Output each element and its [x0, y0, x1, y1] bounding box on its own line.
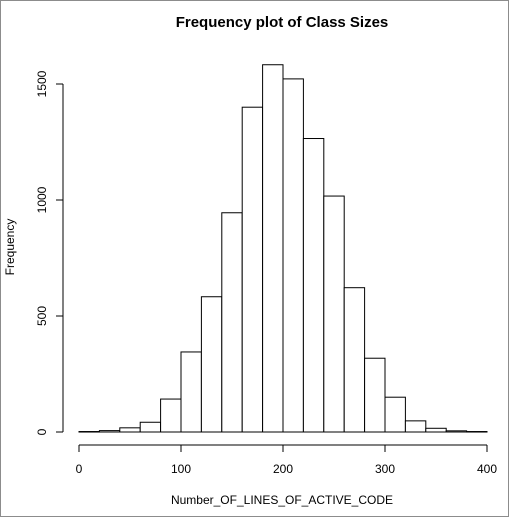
histogram-bar-8 [221, 212, 243, 433]
histogram-bar-19 [445, 430, 468, 433]
x-tick-label: 400 [477, 462, 497, 476]
histogram-bar-4 [139, 421, 162, 433]
histogram-bar-15 [364, 357, 386, 433]
x-tick-label: 300 [375, 462, 395, 476]
x-tick-label: 100 [171, 462, 191, 476]
histogram-bar-16 [384, 396, 406, 433]
histogram-bar-20 [466, 431, 488, 433]
bars-group [78, 64, 488, 433]
histogram-bar-17 [404, 420, 427, 433]
chart-title: Frequency plot of Class Sizes [176, 14, 389, 31]
y-tick-label: 500 [35, 306, 49, 326]
histogram-bar-11 [282, 78, 304, 433]
histogram-bar-6 [180, 351, 202, 433]
x-tick-label: 0 [76, 462, 83, 476]
histogram-bar-2 [98, 430, 121, 433]
y-axis-label: Frequency [3, 219, 17, 276]
histogram-bar-12 [302, 138, 325, 433]
histogram-bar-14 [343, 287, 366, 433]
histogram-bar-18 [425, 427, 447, 433]
y-tick-label: 0 [35, 428, 49, 435]
y-tick-label: 1500 [35, 70, 49, 97]
histogram-bar-5 [160, 398, 182, 433]
y-tick-label: 1000 [35, 186, 49, 213]
x-axis: 0 100 200 300 400 [76, 444, 497, 476]
histogram-bar-3 [119, 427, 141, 433]
x-axis-label: Number_OF_LINES_OF_ACTIVE_CODE [171, 493, 393, 507]
histogram-bar-10 [262, 64, 284, 433]
histogram-bar-1 [78, 431, 100, 433]
y-axis: 0 500 1000 1500 [35, 70, 64, 435]
x-tick-label: 200 [273, 462, 293, 476]
histogram-bar-9 [241, 106, 264, 433]
histogram-bar-7 [200, 296, 223, 433]
histogram-bar-13 [323, 195, 345, 433]
